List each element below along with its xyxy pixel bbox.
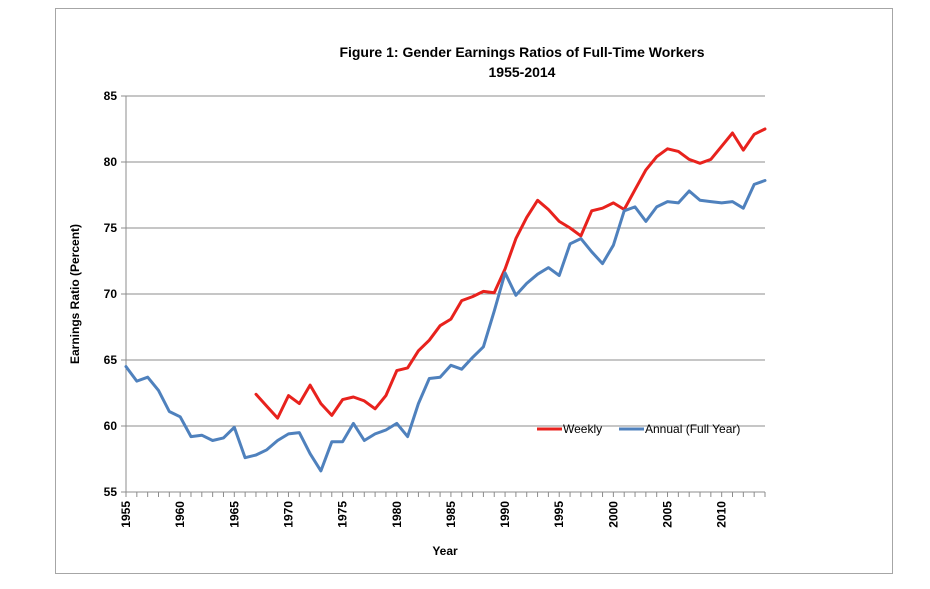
y-axis-title: Earnings Ratio (Percent) bbox=[68, 224, 82, 364]
y-tick-label: 60 bbox=[104, 419, 118, 433]
x-tick-label: 1965 bbox=[227, 501, 241, 528]
gridlines bbox=[126, 95, 765, 427]
x-tick-label: 1985 bbox=[444, 501, 458, 528]
series-line-weekly bbox=[254, 127, 767, 420]
x-tick-label: 1980 bbox=[390, 501, 404, 528]
x-tick-label: 1990 bbox=[498, 501, 512, 528]
x-tick-label: 2010 bbox=[715, 501, 729, 528]
legend-label-annual: Annual (Full Year) bbox=[645, 422, 740, 436]
x-tick-label: 1970 bbox=[281, 501, 295, 528]
chart-subtitle: 1955-2014 bbox=[489, 64, 556, 80]
y-tick-label: 65 bbox=[104, 353, 118, 367]
series-line-annual bbox=[124, 179, 767, 473]
y-tick-label: 80 bbox=[104, 155, 118, 169]
y-tick-label: 85 bbox=[104, 89, 118, 103]
legend: Weekly Annual (Full Year) bbox=[537, 422, 740, 436]
legend-label-weekly: Weekly bbox=[563, 422, 602, 436]
series-lines bbox=[124, 127, 767, 473]
axes: 55 60 65 70 75 80 85 1955 1960 1965 1970 1975 1980 19… bbox=[104, 89, 766, 528]
y-tick-label: 75 bbox=[104, 221, 118, 235]
x-tick-label: 1960 bbox=[173, 501, 187, 528]
x-tick-label: 1995 bbox=[552, 501, 566, 528]
x-tick-label: 2000 bbox=[606, 501, 620, 528]
x-tick-label: 1955 bbox=[119, 501, 133, 528]
chart-title: Figure 1: Gender Earnings Ratios of Full… bbox=[339, 44, 704, 60]
x-tick-label: 1975 bbox=[336, 501, 350, 528]
x-axis-title: Year bbox=[432, 544, 458, 558]
y-tick-label: 70 bbox=[104, 287, 118, 301]
chart-frame bbox=[55, 8, 893, 574]
y-tick-label: 55 bbox=[104, 485, 118, 499]
x-tick-label: 2005 bbox=[661, 501, 675, 528]
